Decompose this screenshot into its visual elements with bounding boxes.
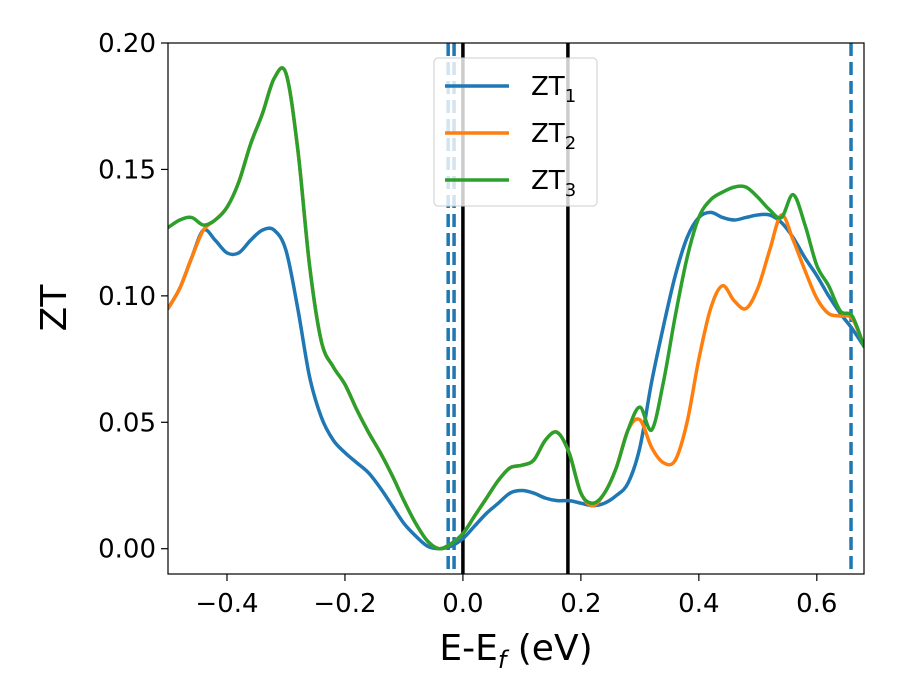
series-lines bbox=[168, 66, 864, 551]
x-tick-label: 0.4 bbox=[678, 589, 719, 619]
y-axis-ticks: 0.00 0.05 0.10 0.15 0.20 bbox=[98, 29, 168, 565]
x-tick-label: −0.2 bbox=[313, 589, 376, 619]
series-line-zt3 bbox=[168, 66, 864, 551]
plot-frame bbox=[167, 42, 865, 575]
x-axis-ticks: −0.4 −0.2 0.0 0.2 0.4 0.6 bbox=[195, 574, 837, 619]
legend-label-zt2: ZT2 bbox=[531, 119, 576, 154]
x-axis-label-main: E-E bbox=[439, 628, 497, 669]
y-tick-label: 0.05 bbox=[98, 408, 156, 438]
legend-label-zt3: ZT3 bbox=[531, 166, 576, 201]
x-tick-label: 0.2 bbox=[560, 589, 601, 619]
y-axis-label: ZT bbox=[34, 284, 75, 332]
x-axis-label-unit: (eV) bbox=[506, 628, 592, 669]
x-axis-label: E-Ef (eV) bbox=[439, 628, 592, 674]
legend-label-zt1: ZT1 bbox=[531, 72, 576, 107]
y-tick-label: 0.20 bbox=[98, 29, 156, 59]
legend: ZT1 ZT2 ZT3 bbox=[433, 57, 598, 207]
legend-box bbox=[433, 57, 598, 207]
y-tick-label: 0.00 bbox=[98, 535, 156, 565]
series-line-zt1 bbox=[168, 210, 864, 551]
x-tick-label: −0.4 bbox=[195, 589, 258, 619]
x-tick-label: 0.6 bbox=[796, 589, 837, 619]
y-tick-label: 0.10 bbox=[98, 282, 156, 312]
y-tick-label: 0.15 bbox=[98, 155, 156, 185]
x-tick-label: 0.0 bbox=[442, 589, 483, 619]
